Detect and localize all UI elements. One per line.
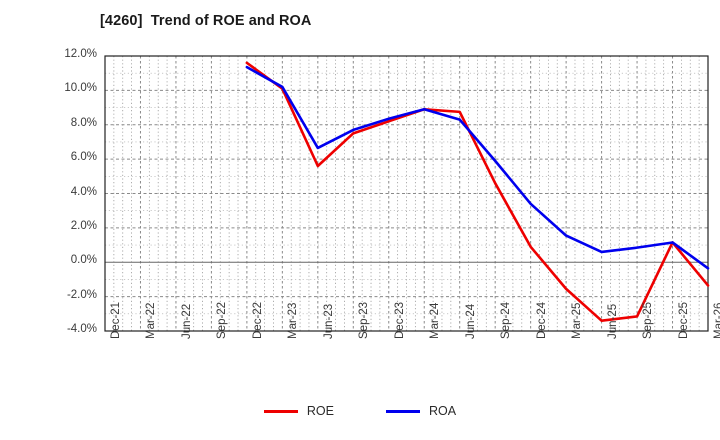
x-axis-tick-label: Dec-21 — [110, 301, 122, 339]
y-axis-tick-label: 12.0% — [64, 48, 97, 60]
y-axis-tick-label: 10.0% — [64, 82, 97, 95]
legend-color-swatch — [386, 409, 420, 413]
x-axis-tick-label: Sep-24 — [500, 301, 513, 339]
x-axis-tick-label: Dec-24 — [535, 301, 548, 339]
chart-title: [4260] Trend of ROE and ROA — [100, 13, 312, 29]
y-axis-tick-label: -4.0% — [66, 323, 97, 335]
legend-label: ROE — [306, 404, 334, 418]
chart-legend: ROE ROA — [0, 404, 720, 418]
x-axis-tick-label: Jun-23 — [322, 303, 335, 339]
legend-color-swatch — [263, 409, 298, 413]
y-axis-tick-label: -2.0% — [66, 288, 97, 301]
x-axis-tick-label: Jun-22 — [180, 303, 193, 339]
x-axis-tick-label: Mar-25 — [571, 302, 584, 339]
x-axis-tick-label: Jun-25 — [606, 303, 619, 339]
legend-item-roa[interactable]: ROA — [386, 404, 456, 418]
y-axis-tick-label: 4.0% — [70, 185, 97, 198]
x-axis-tick-label: Sep-25 — [642, 301, 655, 339]
x-axis-tick-label: Sep-22 — [216, 301, 229, 339]
x-axis-tick-label: Dec-25 — [677, 301, 690, 339]
x-axis-tick-label: Sep-23 — [358, 301, 371, 339]
y-axis-tick-label: 2.0% — [70, 219, 97, 232]
x-axis-tick-label: Mar-26 — [713, 302, 720, 339]
legend-item-roe[interactable]: ROE — [263, 404, 334, 418]
y-axis-tick-label: 0.0% — [70, 254, 97, 267]
legend-label: ROA — [429, 404, 457, 418]
x-axis-tick-label: Dec-23 — [393, 301, 406, 339]
y-axis-tick-label: 6.0% — [70, 151, 97, 164]
x-axis-tick-label: Jun-24 — [464, 303, 477, 339]
y-axis-tick-label: 8.0% — [70, 116, 97, 129]
x-axis-tick-label: Mar-22 — [145, 302, 158, 339]
x-axis-tick-label: Dec-22 — [251, 301, 264, 339]
x-axis-tick-label: Mar-23 — [287, 302, 300, 339]
x-axis-tick-label: Mar-24 — [429, 302, 442, 339]
